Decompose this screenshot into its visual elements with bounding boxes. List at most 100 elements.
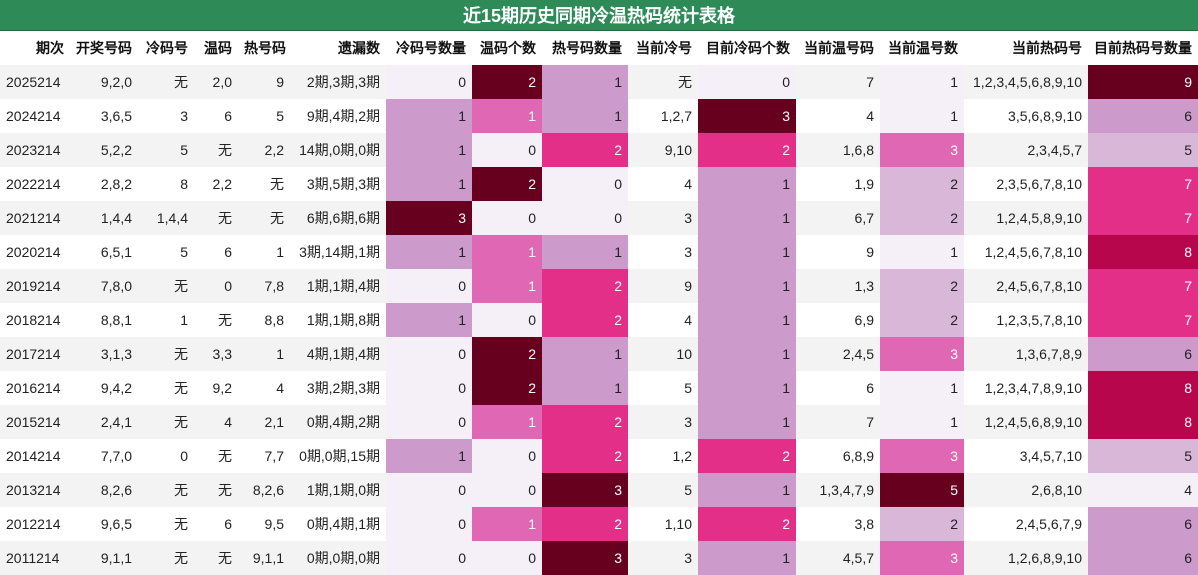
cell-cur-warm: 1,3 — [796, 269, 880, 303]
cell-cur-cold-count: 1 — [698, 337, 796, 371]
cell-cur-cold: 1,2,7 — [628, 99, 698, 133]
cell-hot: 1 — [238, 235, 290, 269]
cell-draw: 9,2,0 — [70, 65, 138, 99]
cell-hot-count: 2 — [542, 507, 628, 541]
cell-hot: 4 — [238, 371, 290, 405]
cell-issue: 2023214 — [0, 133, 70, 167]
cell-cold: 无 — [138, 269, 194, 303]
cell-cur-warm-count: 5 — [880, 473, 964, 507]
cell-issue: 2013214 — [0, 473, 70, 507]
table-row: 2020214 6,5,1 5 6 1 3期,14期,1期 1 1 1 3 1 9 1 1,2,4,5,6… — [0, 235, 1198, 269]
cell-hot: 7,8 — [238, 269, 290, 303]
cell-miss: 3期,5期,3期 — [290, 167, 386, 201]
cell-hot-count: 1 — [542, 371, 628, 405]
cell-warm-count: 1 — [472, 507, 542, 541]
cell-warm-count: 0 — [472, 133, 542, 167]
header-cold: 冷码号 — [138, 31, 194, 65]
header-cur-warm-count: 当前温号数 — [880, 31, 964, 65]
cell-miss: 1期,1期,4期 — [290, 269, 386, 303]
cell-cold-count: 0 — [386, 269, 472, 303]
cell-draw: 5,2,2 — [70, 133, 138, 167]
cell-draw: 2,8,2 — [70, 167, 138, 201]
cell-cur-hot-count: 7 — [1088, 167, 1198, 201]
cell-cur-warm-count: 3 — [880, 439, 964, 473]
cell-warm: 无 — [194, 303, 238, 337]
cell-warm: 6 — [194, 507, 238, 541]
table-row: 2019214 7,8,0 无 0 7,8 1期,1期,4期 0 1 2 9 1 1,3 2 2,4,5,… — [0, 269, 1198, 303]
cell-cur-cold-count: 0 — [698, 65, 796, 99]
cell-cur-hot-count: 8 — [1088, 371, 1198, 405]
cell-cur-hot: 1,2,4,5,6,7,8,10 — [964, 235, 1088, 269]
cell-cur-hot-count: 8 — [1088, 235, 1198, 269]
cell-cur-cold-count: 1 — [698, 303, 796, 337]
cell-hot: 7,7 — [238, 439, 290, 473]
header-warm-count: 温码个数 — [472, 31, 542, 65]
cell-cur-warm-count: 1 — [880, 65, 964, 99]
cell-miss: 14期,0期,0期 — [290, 133, 386, 167]
cell-cold: 无 — [138, 473, 194, 507]
cell-issue: 2016214 — [0, 371, 70, 405]
cell-cur-hot-count: 5 — [1088, 439, 1198, 473]
cell-cur-cold-count: 1 — [698, 235, 796, 269]
cell-cur-hot: 2,4,5,6,7,8,10 — [964, 269, 1088, 303]
cell-cur-hot-count: 5 — [1088, 133, 1198, 167]
cell-hot: 9,1,1 — [238, 541, 290, 575]
cell-warm: 无 — [194, 473, 238, 507]
cell-cur-hot-count: 6 — [1088, 541, 1198, 575]
cell-cur-cold: 1,10 — [628, 507, 698, 541]
cell-hot-count: 1 — [542, 99, 628, 133]
cell-warm-count: 2 — [472, 167, 542, 201]
table-row: 2023214 5,2,2 5 无 2,2 14期,0期,0期 1 0 2 9,10 2 1,6,8 3… — [0, 133, 1198, 167]
cell-cold: 1,4,4 — [138, 201, 194, 235]
cell-cur-hot-count: 7 — [1088, 269, 1198, 303]
table-row: 2024214 3,6,5 3 6 5 9期,4期,2期 1 1 1 1,2,7 3 4 1 3,5,6,… — [0, 99, 1198, 133]
cell-warm-count: 1 — [472, 269, 542, 303]
cell-hot-count: 2 — [542, 133, 628, 167]
cell-warm-count: 0 — [472, 541, 542, 575]
cell-miss: 2期,3期,3期 — [290, 65, 386, 99]
table-row: 2011214 9,1,1 无无 9,1,1 0期,0期,0期 0 0 3 3 1 4,5,7 3 1,… — [0, 541, 1198, 575]
cell-cold-count: 1 — [386, 167, 472, 201]
cell-cur-warm: 2,4,5 — [796, 337, 880, 371]
cell-cold: 无 — [138, 507, 194, 541]
cell-cur-hot: 1,2,3,5,7,8,10 — [964, 303, 1088, 337]
header-cold-count: 冷码号数量 — [386, 31, 472, 65]
cell-cur-warm: 7 — [796, 405, 880, 439]
cell-cur-warm: 3,8 — [796, 507, 880, 541]
cell-issue: 2019214 — [0, 269, 70, 303]
cell-cur-cold: 9,10 — [628, 133, 698, 167]
cell-draw: 8,8,1 — [70, 303, 138, 337]
cell-warm-count: 0 — [472, 201, 542, 235]
cell-cur-warm-count: 2 — [880, 507, 964, 541]
cell-cur-warm: 7 — [796, 65, 880, 99]
cell-cur-cold-count: 2 — [698, 133, 796, 167]
cell-draw: 3,6,5 — [70, 99, 138, 133]
cell-cur-hot-count: 7 — [1088, 303, 1198, 337]
cell-cur-cold: 3 — [628, 405, 698, 439]
stats-table: 期次 开奖号码 冷码号 温码 热号码 遗漏数 冷码号数量 温码个数 热号码数量 … — [0, 31, 1198, 575]
cell-cold-count: 0 — [386, 65, 472, 99]
cell-cur-cold: 9 — [628, 269, 698, 303]
cell-issue: 2012214 — [0, 507, 70, 541]
cell-warm: 无 — [194, 201, 238, 235]
cell-cur-hot-count: 6 — [1088, 507, 1198, 541]
table-row: 2025214 9,2,0 无 2,0 9 2期,3期,3期 0 2 1 无 0 7 1 1,2,3,4,… — [0, 65, 1198, 99]
header-row: 期次 开奖号码 冷码号 温码 热号码 遗漏数 冷码号数量 温码个数 热号码数量 … — [0, 31, 1198, 65]
cell-miss: 3期,14期,1期 — [290, 235, 386, 269]
cell-cur-hot: 1,2,4,5,8,9,10 — [964, 201, 1088, 235]
cell-cur-warm: 4 — [796, 99, 880, 133]
cell-warm: 4 — [194, 405, 238, 439]
cell-issue: 2015214 — [0, 405, 70, 439]
table-row: 2014214 7,7,0 0 无 7,7 0期,0期,15期 1 0 2 1,2 2 6,8,9 3 3… — [0, 439, 1198, 473]
cell-cur-hot: 2,3,5,6,7,8,10 — [964, 167, 1088, 201]
cell-draw: 7,7,0 — [70, 439, 138, 473]
cell-cur-warm: 1,6,8 — [796, 133, 880, 167]
cell-cur-cold: 3 — [628, 541, 698, 575]
cell-issue: 2014214 — [0, 439, 70, 473]
cell-cold-count: 1 — [386, 99, 472, 133]
cell-cur-warm-count: 1 — [880, 235, 964, 269]
cell-cold: 0 — [138, 439, 194, 473]
cell-cur-hot-count: 4 — [1088, 473, 1198, 507]
cell-cold: 1 — [138, 303, 194, 337]
cell-miss: 1期,1期,0期 — [290, 473, 386, 507]
